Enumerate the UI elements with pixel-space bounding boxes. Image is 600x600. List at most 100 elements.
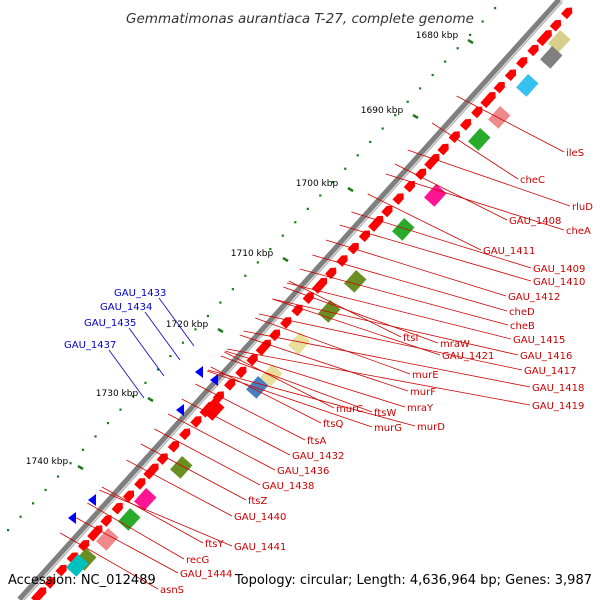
track-dot xyxy=(244,274,247,277)
genome-summary: Topology: circular; Length: 4,636,964 bp… xyxy=(234,573,592,588)
cds-arrow xyxy=(437,143,449,156)
label-leader xyxy=(195,383,306,441)
track-dot xyxy=(231,288,234,291)
label-leader xyxy=(128,327,165,377)
cds-arrow xyxy=(493,81,505,94)
cds-arrow xyxy=(358,230,371,243)
track-dot xyxy=(306,207,309,210)
track-dot xyxy=(381,127,384,130)
track-dot xyxy=(319,194,322,197)
forward-gene-label: GAU_1436 xyxy=(277,466,329,477)
label-leader xyxy=(158,297,195,347)
forward-gene-label: ftsA xyxy=(307,436,326,447)
label-leader xyxy=(272,298,519,356)
scale-label: 1680 kbp xyxy=(416,31,459,41)
cds-arrow xyxy=(190,416,202,428)
label-leader xyxy=(255,317,411,375)
label-leader xyxy=(286,282,512,340)
track-dot xyxy=(331,181,334,184)
forward-gene-label: GAU_1418 xyxy=(532,383,584,394)
cds-arrow xyxy=(392,193,404,205)
accession-label: Accession: NC_012489 xyxy=(8,573,156,588)
scale-tick xyxy=(412,113,419,120)
cds-arrow xyxy=(167,440,180,453)
forward-gene-label: murD xyxy=(417,422,445,433)
label-leader xyxy=(431,122,519,180)
forward-gene-label: cheC xyxy=(520,175,545,186)
genome-backbone xyxy=(17,0,564,600)
cds-arrow xyxy=(368,215,384,232)
feature-box xyxy=(260,363,283,387)
cds-arrow xyxy=(536,30,552,47)
feature-box xyxy=(392,217,415,241)
forward-gene-label: cheD xyxy=(509,307,535,318)
track-dot xyxy=(456,47,459,50)
forward-gene-label: ftsY xyxy=(205,539,224,550)
track-dot xyxy=(169,355,172,358)
forward-gene-label: recG xyxy=(186,555,209,566)
scale-tick xyxy=(467,38,474,45)
label-leader xyxy=(258,313,523,371)
backbone-highlight xyxy=(22,0,564,600)
map-title: Gemmatimonas aurantiaca T-27, complete g… xyxy=(126,11,474,27)
scale-tick xyxy=(217,327,224,334)
label-leader xyxy=(126,459,233,517)
label-leader xyxy=(144,311,181,361)
track-dot xyxy=(94,435,97,438)
cds-arrow xyxy=(87,525,103,542)
cds-arrow xyxy=(516,57,528,69)
reverse-gene-label: GAU_1433 xyxy=(114,288,166,299)
feature-box xyxy=(246,375,269,399)
track-dot xyxy=(356,154,359,157)
scale-tick xyxy=(147,396,154,403)
track-dot xyxy=(219,301,222,304)
cds-arrow xyxy=(424,153,440,170)
cds-arrow xyxy=(223,379,236,391)
forward-gene-label: GAU_1411 xyxy=(483,246,535,257)
track-dot xyxy=(444,60,447,63)
feature-box xyxy=(170,455,193,479)
cds-arrow xyxy=(561,7,573,20)
scale-tick xyxy=(347,186,354,193)
forward-gene-label: ftsI xyxy=(403,333,418,344)
scale-label: 1700 kbp xyxy=(296,179,339,189)
reverse-cds xyxy=(176,404,184,416)
track-dot xyxy=(494,7,497,10)
label-leader xyxy=(210,366,322,424)
track-dot xyxy=(144,381,147,384)
track-dot xyxy=(56,475,60,478)
reverse-cds xyxy=(195,366,203,378)
cds-arrow xyxy=(325,267,337,280)
cds-arrow xyxy=(414,168,427,181)
track-dot xyxy=(31,502,35,505)
cds-arrow xyxy=(235,366,247,379)
forward-gene-label: rluD xyxy=(572,202,593,213)
track-dot xyxy=(394,114,397,117)
forward-gene-label: GAU_1419 xyxy=(532,401,584,412)
cds-arrow xyxy=(527,44,539,57)
track-dot xyxy=(469,33,472,36)
reverse-cds xyxy=(88,494,96,506)
forward-gene-label: GAU_1412 xyxy=(508,292,560,303)
label-leader xyxy=(394,163,508,221)
label-leader xyxy=(456,95,565,153)
scale-tick xyxy=(77,464,84,471)
label-leader xyxy=(101,486,204,544)
feature-box xyxy=(548,29,571,53)
forward-gene-label: ileS xyxy=(566,148,584,159)
label-leader xyxy=(207,370,373,428)
forward-gene-label: ftsQ xyxy=(323,419,343,430)
track-dot xyxy=(206,314,209,318)
label-leader xyxy=(239,334,409,392)
label-leader xyxy=(283,286,439,344)
feature-box xyxy=(424,183,447,207)
feature-box xyxy=(488,105,511,129)
forward-gene-label: murC xyxy=(336,404,363,415)
label-leader xyxy=(272,298,441,356)
cds-arrow xyxy=(255,339,271,356)
forward-gene-label: ftsW xyxy=(374,408,396,419)
track-dot xyxy=(156,368,160,371)
forward-gene-label: GAU_1444 xyxy=(180,569,232,580)
reverse-gene-label: GAU_1435 xyxy=(84,318,136,329)
